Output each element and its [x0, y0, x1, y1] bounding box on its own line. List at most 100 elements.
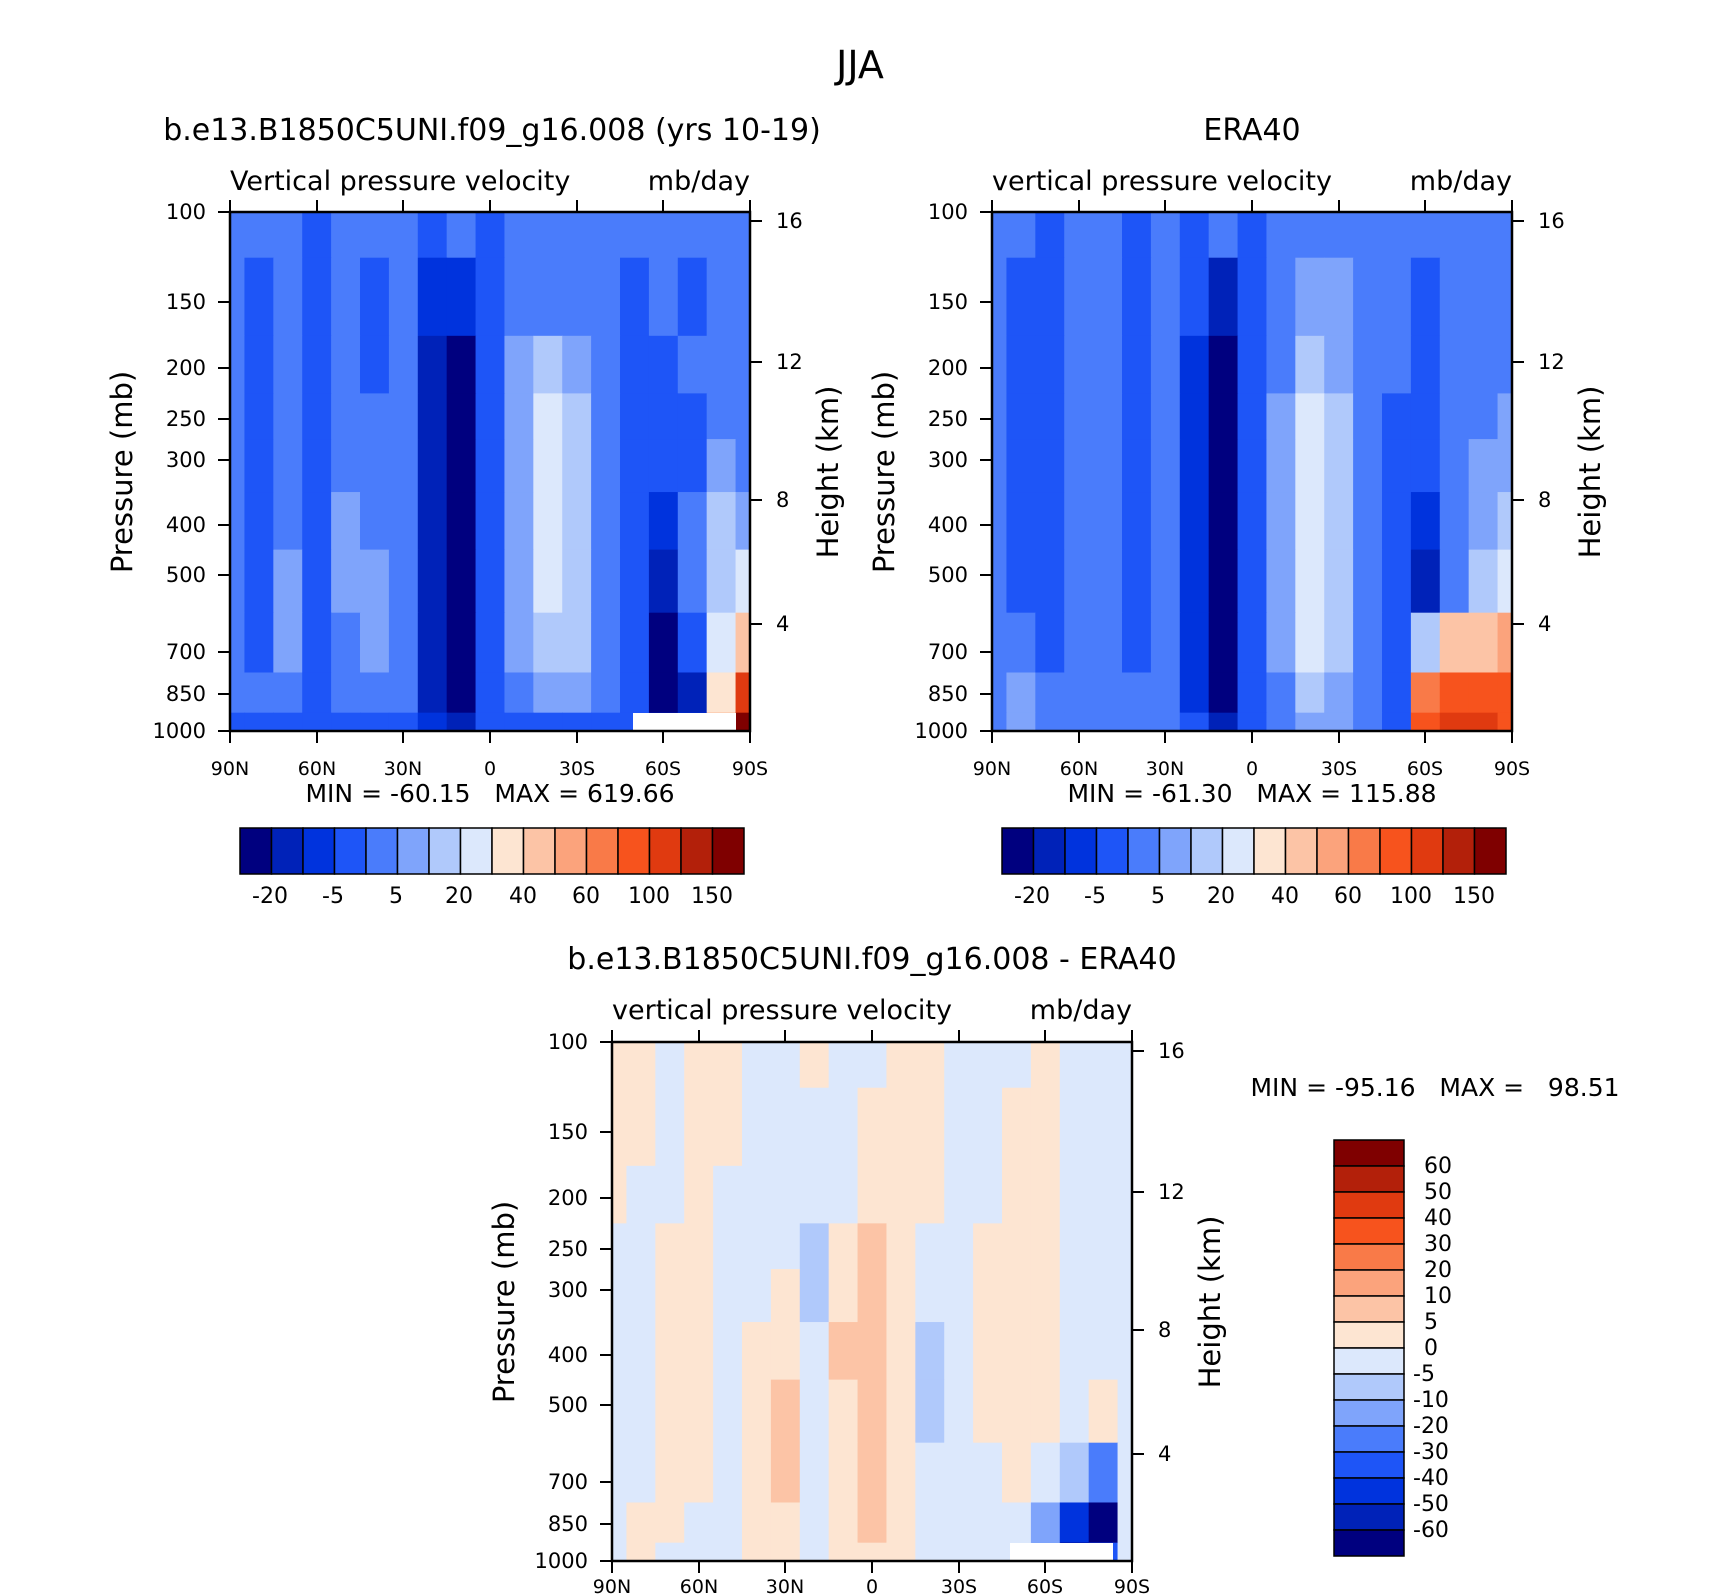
heatmap-cell: [626, 1087, 656, 1167]
colorbar-swatch: [1064, 827, 1098, 875]
heatmap-cell: [331, 712, 361, 732]
diff-y2-tick-label: 8: [1158, 1318, 1171, 1342]
diff-colorbar-label: -5: [1413, 1362, 1435, 1387]
heatmap-cell: [331, 257, 361, 337]
heatmap-cell: [1006, 393, 1036, 440]
heatmap-cell: [1117, 1087, 1133, 1167]
heatmap-cell: [1237, 335, 1268, 394]
heatmap-cell: [244, 335, 274, 394]
diff-colorbar-label: -60: [1413, 1518, 1449, 1543]
heatmap-cell: [1150, 672, 1181, 714]
colorbar-swatch: [711, 827, 745, 875]
heatmap-cell: [331, 549, 361, 614]
heatmap-cell: [684, 1379, 714, 1444]
heatmap-cell: [302, 549, 332, 614]
heatmap-cell: [799, 1502, 830, 1544]
colorbar-swatch: [1333, 1503, 1405, 1531]
obs-subtitle-left: vertical pressure velocity: [992, 166, 1332, 197]
heatmap-cell: [475, 612, 506, 674]
model-y-tick-label: 200: [166, 356, 206, 380]
heatmap-cell: [302, 257, 332, 337]
heatmap-cell: [1266, 712, 1296, 732]
heatmap-cell: [1295, 672, 1325, 714]
heatmap-cell: [1122, 212, 1152, 259]
model-subtitle-right: mb/day: [648, 166, 750, 197]
heatmap-cell: [230, 712, 246, 732]
heatmap-cell: [1088, 1223, 1119, 1270]
colorbar-swatch: [1333, 1217, 1405, 1245]
heatmap-cell: [591, 335, 621, 394]
colorbar-swatch: [1095, 827, 1129, 875]
heatmap-cell: [973, 1042, 1003, 1089]
heatmap-cell: [1088, 1379, 1119, 1444]
heatmap-cell: [706, 212, 737, 259]
heatmap-cell: [475, 212, 506, 259]
heatmap-cell: [1064, 257, 1094, 337]
heatmap-cell: [1439, 257, 1470, 337]
heatmap-cell: [446, 492, 477, 551]
heatmap-cell: [713, 1322, 743, 1381]
heatmap-cell: [504, 492, 534, 551]
heatmap-cell: [655, 1442, 685, 1504]
heatmap-cell: [1439, 492, 1470, 551]
heatmap-cell: [944, 1502, 974, 1544]
colorbar-swatch: [1333, 1139, 1405, 1167]
heatmap-cell: [1093, 335, 1123, 394]
heatmap-cell: [591, 257, 621, 337]
heatmap-cell: [417, 492, 448, 551]
heatmap-cell: [735, 212, 751, 259]
heatmap-cell: [1179, 439, 1210, 493]
heatmap-cell: [1266, 612, 1296, 674]
heatmap-cell: [1382, 335, 1412, 394]
heatmap-cell: [1002, 1379, 1032, 1444]
heatmap-cell: [1093, 212, 1123, 259]
heatmap-cell: [1353, 257, 1383, 337]
heatmap-cell: [230, 335, 246, 394]
heatmap-cell: [591, 492, 621, 551]
obs-y-tick-label: 700: [928, 640, 968, 664]
heatmap-cell: [648, 549, 679, 614]
heatmap-cell: [273, 492, 303, 551]
heatmap-cell: [302, 335, 332, 394]
obs-y-tick-label: 100: [928, 200, 968, 224]
heatmap-cell: [612, 1165, 628, 1224]
colorbar-swatch: [1333, 1191, 1405, 1219]
heatmap-cell: [770, 1042, 801, 1089]
heatmap-cell: [1324, 393, 1354, 440]
heatmap-cell: [684, 1269, 714, 1323]
heatmap-cell: [1382, 612, 1412, 674]
heatmap-cell: [1353, 492, 1383, 551]
diff-y-tick-label: 500: [548, 1393, 588, 1417]
heatmap-cell: [626, 1502, 656, 1544]
heatmap-cell: [1117, 1322, 1133, 1381]
diff-colorbar-label: -40: [1413, 1466, 1449, 1491]
heatmap-cell: [1497, 393, 1513, 440]
heatmap-cell: [302, 439, 332, 493]
heatmap-cell: [1093, 393, 1123, 440]
model-x-tick-label: 0: [484, 758, 496, 780]
heatmap-cell: [1382, 549, 1412, 614]
heatmap-cell: [886, 1042, 916, 1089]
heatmap-cell: [1006, 549, 1036, 614]
obs-y-tick-label: 150: [928, 290, 968, 314]
heatmap-cell: [244, 612, 274, 674]
heatmap-cell: [1468, 549, 1499, 614]
heatmap-cell: [655, 1087, 685, 1167]
heatmap-cell: [648, 439, 679, 493]
heatmap-cell: [770, 1087, 801, 1167]
heatmap-cell: [1179, 712, 1210, 732]
diff-title: b.e13.B1850C5UNI.f09_g16.008 - ERA40: [567, 942, 1176, 977]
heatmap-cell: [706, 612, 737, 674]
heatmap-cell: [944, 1322, 974, 1381]
heatmap-cell: [992, 612, 1008, 674]
heatmap-cell: [230, 672, 246, 714]
heatmap-cell: [562, 712, 592, 732]
heatmap-cell: [684, 1322, 714, 1381]
heatmap-cell: [1006, 212, 1036, 259]
heatmap-cell: [446, 712, 477, 732]
heatmap-cell: [1208, 439, 1239, 493]
heatmap-cell: [1468, 212, 1499, 259]
diff-x-ticks: 90N 60N 30N 0 30S 60S 90S: [593, 1030, 1150, 1596]
heatmap-cell: [230, 212, 246, 259]
heatmap-cell: [1410, 549, 1441, 614]
